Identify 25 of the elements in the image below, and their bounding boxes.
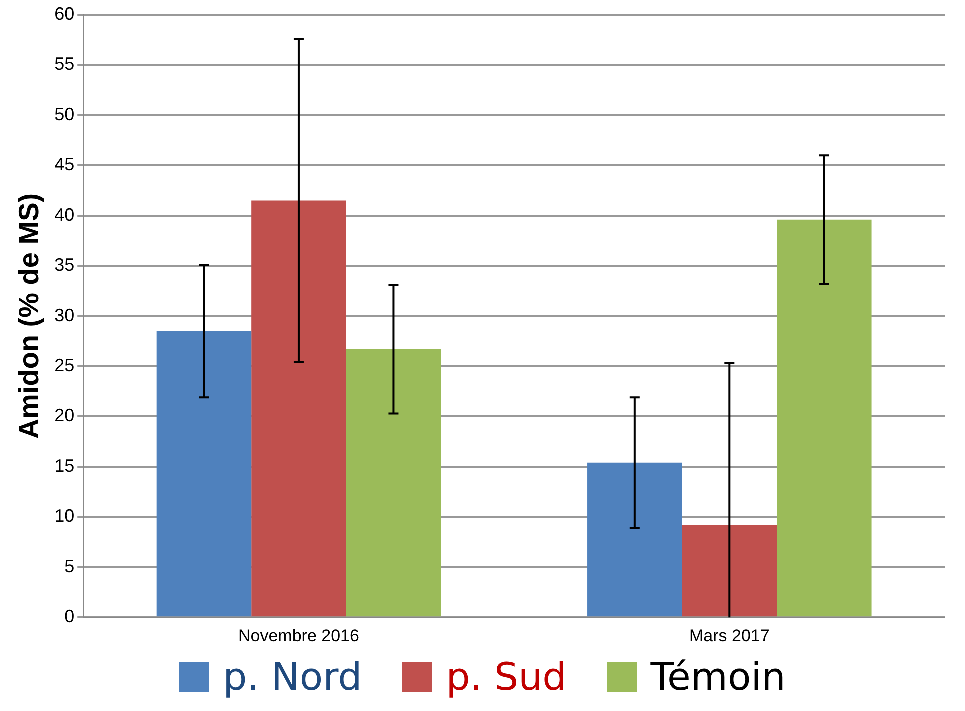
bar: [252, 200, 346, 617]
x-tick-label: Mars 2017: [689, 626, 770, 646]
legend-label: p. Nord: [223, 655, 362, 699]
legend-label: Témoin: [650, 655, 786, 699]
bar: [156, 331, 252, 617]
bar: [588, 462, 682, 617]
y-tick-label: 20: [54, 406, 75, 426]
y-tick-label: 5: [64, 556, 75, 576]
y-tick-label: 0: [64, 606, 75, 627]
y-tick-label: 25: [54, 355, 75, 376]
y-tick-label: 55: [54, 54, 75, 74]
y-tick-label: 35: [54, 255, 75, 276]
y-tick-label: 10: [54, 506, 75, 526]
legend-label: p. Sud: [446, 655, 567, 699]
y-tick-label: 45: [54, 154, 75, 175]
y-tick-label: 30: [54, 305, 75, 326]
bar: [682, 525, 778, 617]
bar: [346, 349, 442, 617]
bar: [777, 220, 872, 617]
y-tick-label: 60: [54, 4, 75, 24]
y-tick-label: 40: [54, 204, 75, 225]
y-axis-title: Amidon (% de MS): [14, 193, 45, 440]
y-tick-label: 50: [54, 104, 75, 124]
y-tick-label: 15: [54, 456, 75, 476]
x-tick-label: Novembre 2016: [238, 626, 360, 646]
